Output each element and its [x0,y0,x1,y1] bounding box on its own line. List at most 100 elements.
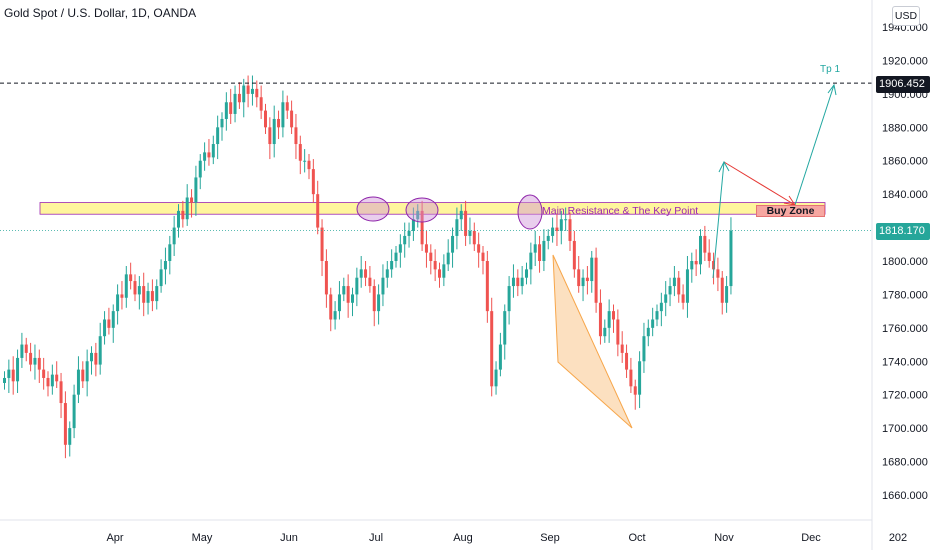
y-tick-label: 1740.000 [882,356,928,368]
candle-body [181,210,185,220]
candle-body [342,286,346,295]
candle-body [516,277,520,287]
candle-body [33,357,37,365]
candle-body [590,257,594,282]
candle-body [311,169,315,195]
projection-down [723,161,796,206]
candle-body [168,244,172,261]
candle-body [194,177,198,203]
time-axis: Apr May Jun Jul Aug Sep Oct Nov Dec 202 [0,519,907,544]
candle-body [655,311,659,320]
candle-body [638,361,642,395]
candle-body [720,277,724,303]
candle-body [20,344,24,358]
resistance-band [39,202,826,215]
projection-up-2 [794,84,835,206]
last-price-tag: 1818.170 [876,223,930,240]
touch-ellipse [517,194,543,230]
touch-ellipse [356,196,390,222]
candle-body [464,210,468,236]
symbol-title[interactable]: Gold Spot / U.S. Dollar, 1D, OANDA [4,6,197,20]
candle-body [511,277,515,287]
candle-body [538,244,542,261]
y-tick-label: 1800.000 [882,256,928,268]
candle-body [307,160,311,170]
buy-zone-box[interactable]: Buy Zone [756,205,825,217]
y-tick-label: 1760.000 [882,323,928,335]
candle-body [659,302,663,312]
candle-body [150,291,154,302]
x-tick-label: Nov [714,532,734,544]
candle-body [329,294,333,320]
annotations[interactable] [0,82,872,429]
candle-body [90,352,93,362]
x-tick-label: Oct [628,532,645,544]
candle-body [677,277,681,295]
candle-body [50,374,54,387]
candle-body [333,311,337,320]
candle-body [294,127,298,145]
candle-body [551,227,555,236]
candle-body [525,269,528,278]
candle-body [224,102,228,119]
candle-body [685,269,689,303]
projection-up-1 [712,161,725,279]
tp-label: Tp 1 [820,64,841,75]
candle-body [703,235,707,253]
arrowhead-1 [718,160,730,173]
candle-body [485,261,489,312]
candle-body [198,160,202,178]
candle-body [98,336,102,365]
candle-body [120,294,124,298]
candle-body [403,235,407,245]
candle-body [81,369,85,382]
x-tick-label: Jul [369,532,383,544]
candle-body [411,219,415,231]
candle-body [385,269,389,278]
candle-body [498,344,502,370]
x-tick-label: Jun [280,532,298,544]
candle-body [185,197,189,220]
candle-body [177,210,180,228]
falling-wedge [552,254,633,429]
candle-body [42,369,46,378]
candle-body [694,261,698,265]
candle-body [190,197,194,203]
candle-body [725,286,729,303]
candle-body [424,244,428,253]
candle-body [72,394,76,429]
candle-body [142,286,146,303]
candle-body [76,369,80,395]
resistance-zone[interactable] [39,202,826,215]
candle-body [290,110,294,128]
candle-body [94,352,98,365]
candle-body [137,286,141,295]
candle-body [364,269,368,278]
candle-body [129,274,133,282]
candle-body [116,294,120,312]
candle-body [85,361,89,382]
candle-body [442,264,446,278]
candle-body [63,403,67,445]
candle-body [625,352,629,370]
currency-badge[interactable]: USD [892,6,920,26]
candle-body [390,261,394,270]
candle-body [729,230,733,287]
candle-body [681,294,685,303]
candle-body [272,118,276,145]
resistance-label: Main Resistance & The Key Point [542,205,699,217]
candle-body [568,219,572,241]
candle-body [451,235,455,253]
candle-body [59,381,63,404]
candle-body [320,227,324,261]
candle-body [707,252,711,261]
candle-body [455,219,459,236]
candle-body [433,261,437,270]
candle-body [207,152,211,158]
price-axis: 1660.000 1680.000 1700.000 1720.000 1740.000… [871,0,928,550]
candle-body [172,227,176,245]
candle-body [546,235,550,241]
candle-body [559,219,563,231]
candle-body [37,357,41,370]
